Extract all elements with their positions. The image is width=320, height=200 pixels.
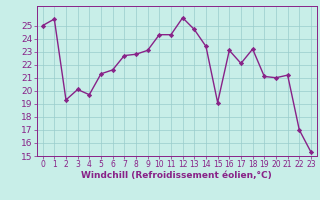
X-axis label: Windchill (Refroidissement éolien,°C): Windchill (Refroidissement éolien,°C) <box>81 171 272 180</box>
